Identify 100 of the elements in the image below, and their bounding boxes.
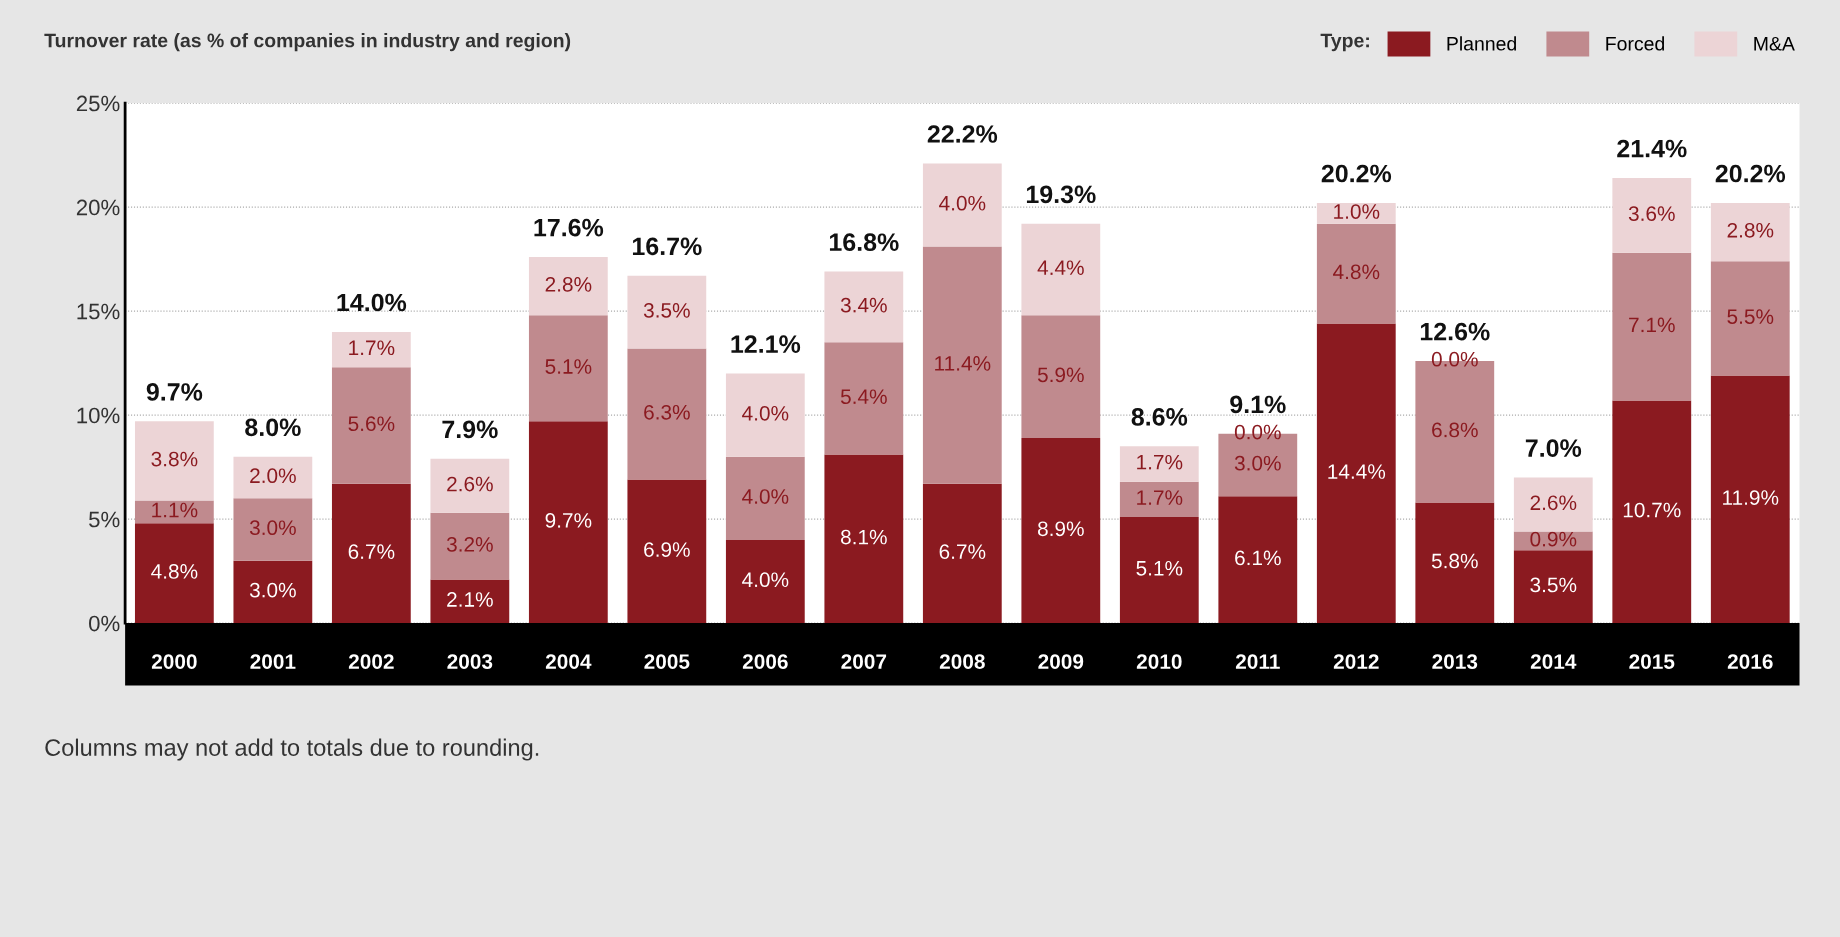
bar bbox=[1316, 223, 1396, 324]
total-label: 19.3% bbox=[1026, 185, 1096, 204]
bar bbox=[134, 500, 214, 524]
bar bbox=[627, 479, 707, 624]
y-tick-label: 15% bbox=[77, 303, 120, 320]
data-label: 5.4% bbox=[840, 389, 887, 405]
text: Columns may not add to totals due to rounding. bbox=[45, 738, 539, 761]
bar bbox=[134, 421, 214, 501]
bar bbox=[725, 456, 805, 540]
data-label: 0.0% bbox=[1234, 424, 1281, 440]
data-label: 6.7% bbox=[348, 544, 395, 560]
total-label: 12.6% bbox=[1420, 322, 1490, 341]
y-tick-label: 0% bbox=[89, 615, 120, 632]
bar bbox=[331, 483, 411, 624]
y-tick-label: 25% bbox=[76, 95, 120, 112]
data-label: 5.6% bbox=[348, 416, 395, 432]
data-label: 1.7% bbox=[1137, 454, 1183, 470]
bar bbox=[1415, 502, 1495, 624]
y-tick-label: 20% bbox=[76, 199, 120, 216]
data-label: 3.5% bbox=[1530, 577, 1577, 593]
bar bbox=[922, 483, 1002, 624]
x-tick-label: 2013 bbox=[1432, 654, 1478, 669]
bar bbox=[1612, 400, 1692, 624]
x-tick-label: 2015 bbox=[1629, 654, 1675, 669]
data-label: 9.7% bbox=[545, 513, 592, 528]
bar bbox=[1316, 323, 1396, 624]
total-label: 20.2% bbox=[1715, 164, 1786, 183]
data-label: 3.2% bbox=[446, 536, 493, 552]
total-label: 17.6% bbox=[534, 218, 604, 237]
data-label: 1.7% bbox=[349, 340, 395, 356]
total-label: 21.4% bbox=[1617, 139, 1687, 158]
data-label: 3.0% bbox=[249, 582, 296, 598]
data-label: 2.0% bbox=[250, 468, 296, 484]
data-label: 6.1% bbox=[1235, 550, 1281, 566]
bar bbox=[1119, 517, 1199, 624]
bar bbox=[528, 315, 608, 422]
legend-title: Type: bbox=[1320, 33, 1369, 52]
x-tick-label: 2001 bbox=[250, 654, 296, 669]
x-tick-label: 2006 bbox=[742, 654, 788, 669]
bar bbox=[725, 539, 805, 624]
data-label: 4.0% bbox=[742, 489, 789, 504]
legend-label: Forced bbox=[1606, 36, 1665, 51]
bar bbox=[627, 348, 707, 480]
bar bbox=[430, 458, 510, 513]
bar bbox=[134, 523, 214, 624]
bar bbox=[1612, 252, 1692, 401]
bar bbox=[1710, 375, 1790, 624]
total-label: 14.0% bbox=[337, 293, 407, 312]
bar bbox=[1021, 437, 1101, 624]
x-tick-label: 2016 bbox=[1727, 654, 1773, 669]
x-tick-label: 2003 bbox=[447, 654, 493, 669]
x-tick-label: 2002 bbox=[348, 654, 394, 669]
bar bbox=[233, 498, 313, 561]
bar bbox=[1612, 177, 1692, 253]
legend-label: M&A bbox=[1754, 36, 1795, 51]
chart-title: Turnover rate (as % of companies in industry and region) bbox=[44, 33, 571, 52]
data-label: 1.0% bbox=[1334, 204, 1380, 219]
data-label: 4.0% bbox=[742, 405, 789, 421]
total-label: 7.9% bbox=[442, 420, 498, 439]
bar bbox=[233, 560, 313, 624]
total-label: 9.1% bbox=[1230, 395, 1286, 414]
data-label: 1.1% bbox=[152, 502, 198, 518]
bar bbox=[233, 456, 313, 499]
bar bbox=[725, 373, 805, 457]
legend-label: Planned bbox=[1447, 36, 1516, 51]
data-label: 0.0% bbox=[1431, 351, 1478, 367]
data-label: 4.4% bbox=[1037, 260, 1084, 275]
x-tick-label: 2014 bbox=[1530, 654, 1577, 669]
total-label: 8.6% bbox=[1131, 408, 1188, 426]
x-tick-label: 2005 bbox=[644, 654, 690, 669]
data-label: 6.7% bbox=[939, 544, 986, 560]
x-tick-label: 2004 bbox=[545, 654, 592, 669]
total-label: 12.1% bbox=[731, 335, 801, 353]
bar bbox=[922, 163, 1002, 247]
data-label: 5.9% bbox=[1037, 367, 1084, 383]
data-label: 4.0% bbox=[742, 572, 789, 588]
data-label: 2.1% bbox=[447, 592, 493, 607]
data-label: 6.3% bbox=[644, 404, 690, 420]
bar bbox=[528, 257, 608, 316]
bar bbox=[922, 246, 1002, 484]
bar bbox=[1119, 446, 1199, 482]
data-label: 3.4% bbox=[840, 297, 887, 313]
bar bbox=[1513, 477, 1593, 532]
data-label: 8.9% bbox=[1037, 521, 1084, 537]
data-label: 5.1% bbox=[545, 359, 592, 374]
bar bbox=[1021, 315, 1101, 438]
total-label: 22.2% bbox=[927, 125, 998, 143]
total-label: 16.8% bbox=[829, 233, 899, 252]
data-label: 4.8% bbox=[151, 564, 198, 579]
data-label: 7.1% bbox=[1629, 317, 1675, 333]
data-label: 2.8% bbox=[545, 276, 592, 292]
bar bbox=[824, 454, 904, 624]
bar bbox=[331, 367, 411, 484]
bar bbox=[331, 331, 411, 368]
bar bbox=[824, 342, 904, 455]
data-label: 10.7% bbox=[1623, 502, 1681, 518]
bar bbox=[430, 579, 510, 624]
bar bbox=[1710, 261, 1790, 376]
x-tick-label: 2011 bbox=[1235, 654, 1280, 669]
data-label: 5.1% bbox=[1136, 560, 1183, 576]
